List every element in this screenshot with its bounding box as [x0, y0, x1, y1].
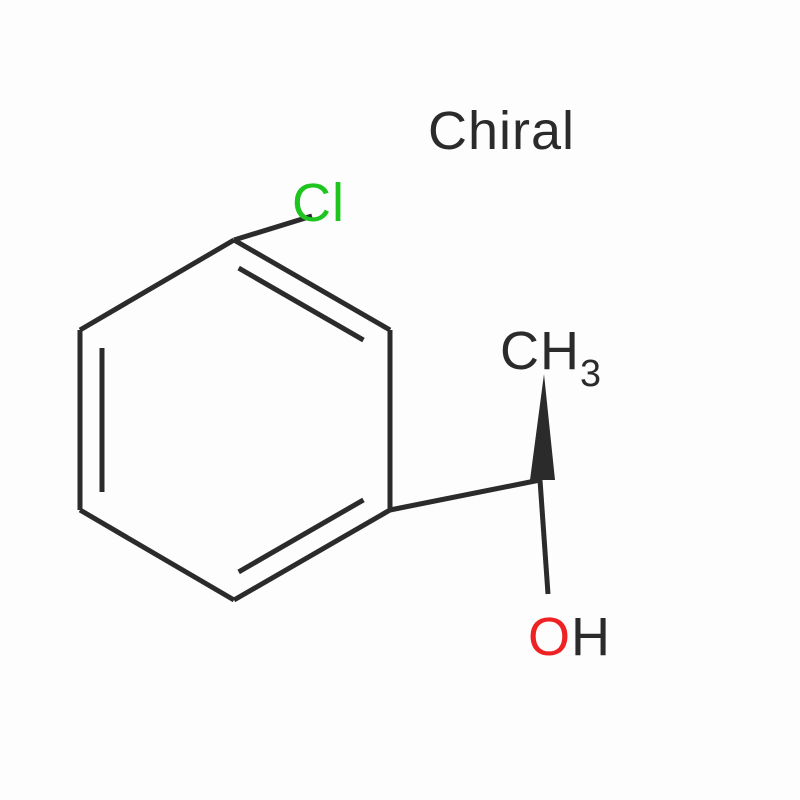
atom-ch3: CH3 — [500, 320, 602, 391]
chiral-label: Chiral — [428, 100, 575, 162]
atom-cl: Cl — [292, 172, 345, 234]
molecule-canvas: Chiral Cl CH3 OH — [0, 0, 800, 800]
atom-oh: OH — [528, 606, 611, 668]
molecule-svg — [0, 0, 800, 800]
